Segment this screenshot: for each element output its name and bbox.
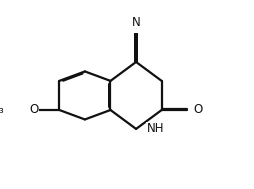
Text: O: O xyxy=(193,104,202,116)
Text: NH: NH xyxy=(147,122,164,135)
Text: N: N xyxy=(132,15,140,29)
Text: O: O xyxy=(29,104,38,116)
Text: CH₃: CH₃ xyxy=(0,104,4,116)
